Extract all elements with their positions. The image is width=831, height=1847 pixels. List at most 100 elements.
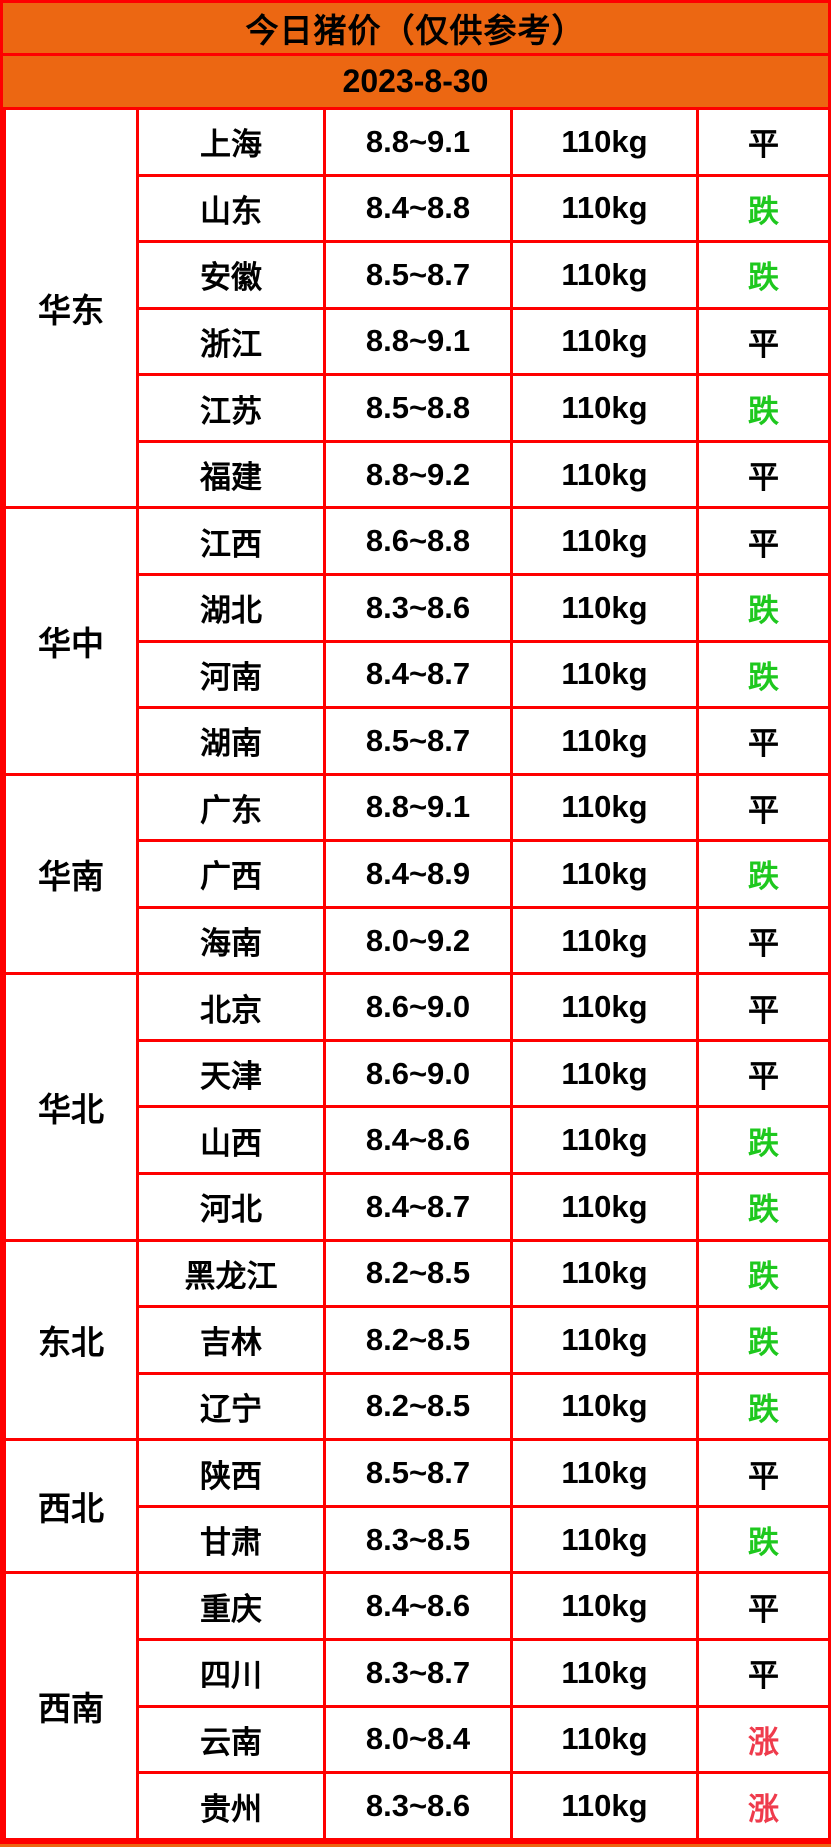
price-cell: 8.8~9.1 [323, 772, 513, 843]
province-cell: 山西 [136, 1105, 326, 1175]
pig-price-table: 华东 上海 8.8~9.1 110kg 平山东 8.4~8.8 110kg 跌安徽 8.5~8.… [3, 106, 831, 1841]
price-cell: 8.8~9.1 [323, 107, 513, 177]
status-cell: 跌 [696, 1238, 831, 1309]
table-row: 山东 8.4~8.8 110kg 跌 [5, 173, 831, 244]
status-cell: 平 [696, 706, 831, 776]
province-cell: 贵州 [136, 1771, 326, 1841]
table-row: 西北 陕西 8.5~8.7 110kg 平 [3, 1438, 831, 1575]
status-cell: 涨 [696, 1771, 831, 1841]
status-cell: 跌 [696, 1172, 831, 1242]
price-cell: 8.5~8.8 [323, 373, 513, 443]
province-cell: 广西 [136, 839, 326, 909]
price-cell: 8.2~8.5 [323, 1305, 513, 1375]
table-row: 华北 北京 8.6~9.0 110kg 平 [3, 972, 831, 1242]
status-cell: 跌 [696, 173, 831, 244]
status-cell: 平 [696, 306, 831, 377]
weight-cell: 110kg [510, 1305, 699, 1375]
province-cell: 安徽 [136, 240, 326, 310]
status-cell: 平 [696, 439, 831, 510]
status-cell: 平 [696, 905, 831, 976]
province-cell: 吉林 [136, 1305, 326, 1375]
weight-cell: 110kg [510, 639, 699, 710]
price-cell: 8.6~8.8 [323, 506, 513, 576]
province-cell: 江苏 [136, 373, 326, 443]
price-cell: 8.4~8.8 [323, 173, 513, 244]
table-row: 湖北 8.3~8.6 110kg 跌 [5, 572, 831, 643]
table-row: 华南 广东 8.8~9.1 110kg 平 [3, 772, 831, 976]
price-cell: 8.3~8.7 [323, 1637, 513, 1708]
status-cell: 跌 [696, 240, 831, 310]
table-row: 吉林 8.2~8.5 110kg 跌 [5, 1305, 831, 1375]
table-row: 华东 上海 8.8~9.1 110kg 平 [3, 106, 831, 510]
province-cell: 江西 [136, 506, 326, 576]
weight-cell: 110kg [510, 1038, 699, 1109]
price-cell: 8.4~8.7 [323, 1172, 513, 1242]
province-cell: 浙江 [136, 306, 326, 377]
weight-cell: 110kg [510, 1571, 699, 1641]
price-cell: 8.5~8.7 [323, 240, 513, 310]
table-row: 华中 江西 8.6~8.8 110kg 平 [3, 506, 831, 776]
weight-cell: 110kg [510, 1438, 699, 1508]
weight-cell: 110kg [510, 240, 699, 310]
weight-cell: 110kg [510, 306, 699, 377]
table-row: 安徽 8.5~8.7 110kg 跌 [5, 240, 831, 310]
table-row: 四川 8.3~8.7 110kg 平 [5, 1637, 831, 1708]
price-cell: 8.3~8.5 [323, 1504, 513, 1575]
province-cell: 河南 [136, 639, 326, 710]
weight-cell: 110kg [510, 173, 699, 244]
table-row: 天津 8.6~9.0 110kg 平 [5, 1038, 831, 1109]
weight-cell: 110kg [510, 572, 699, 643]
table-row: 甘肃 8.3~8.5 110kg 跌 [5, 1504, 831, 1575]
table-row: 辽宁 8.2~8.5 110kg 跌 [5, 1371, 831, 1442]
province-cell: 湖北 [136, 572, 326, 643]
province-cell: 湖南 [136, 706, 326, 776]
price-cell: 8.3~8.6 [323, 572, 513, 643]
weight-cell: 110kg [510, 1105, 699, 1175]
province-cell: 河北 [136, 1172, 326, 1242]
province-cell: 海南 [136, 905, 326, 976]
price-cell: 8.4~8.6 [323, 1105, 513, 1175]
status-cell: 跌 [696, 1305, 831, 1375]
weight-cell: 110kg [510, 972, 699, 1042]
status-cell: 跌 [696, 373, 831, 443]
price-cell: 8.2~8.5 [323, 1238, 513, 1309]
weight-cell: 110kg [510, 706, 699, 776]
price-cell: 8.4~8.7 [323, 639, 513, 710]
status-cell: 平 [696, 107, 831, 177]
price-cell: 8.5~8.7 [323, 706, 513, 776]
province-cell: 辽宁 [136, 1371, 326, 1442]
status-cell: 跌 [696, 572, 831, 643]
price-cell: 8.8~9.2 [323, 439, 513, 510]
province-cell: 甘肃 [136, 1504, 326, 1575]
price-cell: 8.6~9.0 [323, 972, 513, 1042]
weight-cell: 110kg [510, 1771, 699, 1841]
table-row: 广西 8.4~8.9 110kg 跌 [5, 839, 831, 909]
status-cell: 平 [696, 506, 831, 576]
price-table-body: 华东 上海 8.8~9.1 110kg 平山东 8.4~8.8 110kg 跌安徽 8.5~8.… [3, 106, 831, 1841]
price-cell: 8.4~8.9 [323, 839, 513, 909]
table-row: 河北 8.4~8.7 110kg 跌 [5, 1172, 831, 1242]
table-row: 福建 8.8~9.2 110kg 平 [5, 439, 831, 510]
table-row: 贵州 8.3~8.6 110kg 涨 [5, 1771, 831, 1841]
weight-cell: 110kg [510, 1704, 699, 1775]
price-cell: 8.0~9.2 [323, 905, 513, 976]
table-row: 河南 8.4~8.7 110kg 跌 [5, 639, 831, 710]
status-cell: 平 [696, 972, 831, 1042]
table-row: 云南 8.0~8.4 110kg 涨 [5, 1704, 831, 1775]
table-row: 西南 重庆 8.4~8.6 110kg 平 [3, 1571, 831, 1841]
province-cell: 广东 [136, 772, 326, 843]
weight-cell: 110kg [510, 1371, 699, 1442]
province-cell: 福建 [136, 439, 326, 510]
weight-cell: 110kg [510, 1637, 699, 1708]
price-cell: 8.3~8.6 [323, 1771, 513, 1841]
page-title: 今日猪价（仅供参考） [3, 3, 828, 56]
weight-cell: 110kg [510, 839, 699, 909]
status-cell: 跌 [696, 1371, 831, 1442]
status-cell: 跌 [696, 1105, 831, 1175]
status-cell: 平 [696, 1571, 831, 1641]
region-cell: 华东 [3, 106, 139, 510]
province-cell: 重庆 [136, 1571, 326, 1641]
price-cell: 8.0~8.4 [323, 1704, 513, 1775]
region-cell: 西北 [3, 1438, 139, 1575]
